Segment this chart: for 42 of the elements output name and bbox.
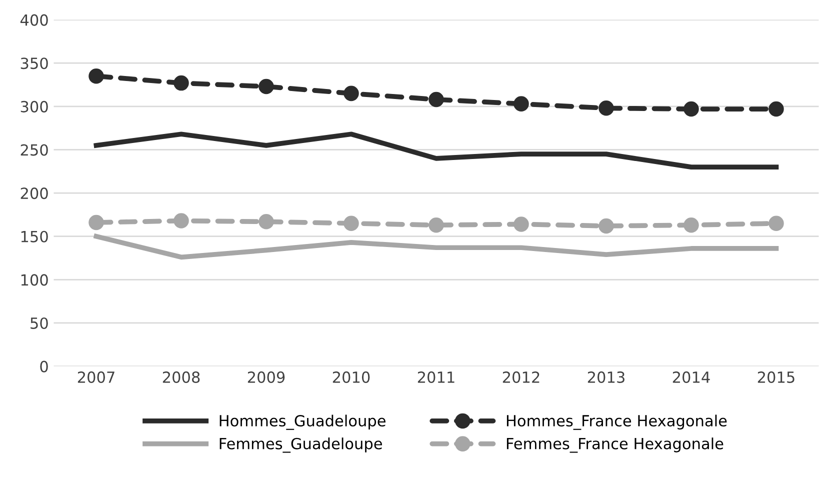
point [258, 214, 274, 230]
legend-label: Femmes_Guadeloupe [220, 438, 382, 453]
y-tick-label: 350 [20, 58, 48, 70]
point [88, 214, 104, 230]
x-tick-label: 2010 [332, 371, 370, 383]
x-tick-label: 2014 [672, 371, 710, 383]
point [174, 213, 189, 228]
y-tick-label: 300 [20, 100, 48, 112]
x-tick-label: 2008 [162, 371, 200, 383]
x-tick-label: 2013 [588, 371, 624, 383]
point [514, 96, 529, 112]
y-tick-label: 50 [30, 317, 48, 330]
point [344, 86, 359, 102]
legend-label: Hommes_France Hexagonale [506, 414, 727, 430]
point [684, 217, 699, 233]
y-tick-label: 0 [40, 360, 48, 372]
point [344, 216, 359, 232]
legend-label: Femmes_France Hexagonale [506, 438, 724, 453]
point [514, 216, 529, 232]
point [174, 75, 189, 91]
y-tick-label: 100 [21, 274, 48, 286]
point [598, 100, 614, 116]
y-tick-label: 250 [20, 144, 48, 156]
x-tick-label: 2012 [502, 371, 540, 383]
y-tick-label: 150 [21, 230, 48, 242]
point [88, 68, 104, 84]
point [768, 101, 784, 117]
line-series [94, 234, 779, 260]
y-tick-label: 200 [20, 188, 48, 200]
y-tick-label: 400 [20, 14, 48, 26]
x-tick-label: 2011 [418, 371, 454, 383]
x-tick-label: 2009 [248, 371, 285, 383]
x-tick-label: 2015 [758, 371, 794, 383]
legend-label: Hommes_Guadeloupe [220, 414, 386, 430]
point [684, 101, 699, 117]
point [258, 78, 274, 94]
point [768, 216, 784, 232]
point [428, 92, 444, 108]
point [428, 217, 444, 233]
x-tick-label: 2007 [78, 371, 114, 383]
line-series [94, 132, 779, 170]
point [598, 218, 614, 234]
